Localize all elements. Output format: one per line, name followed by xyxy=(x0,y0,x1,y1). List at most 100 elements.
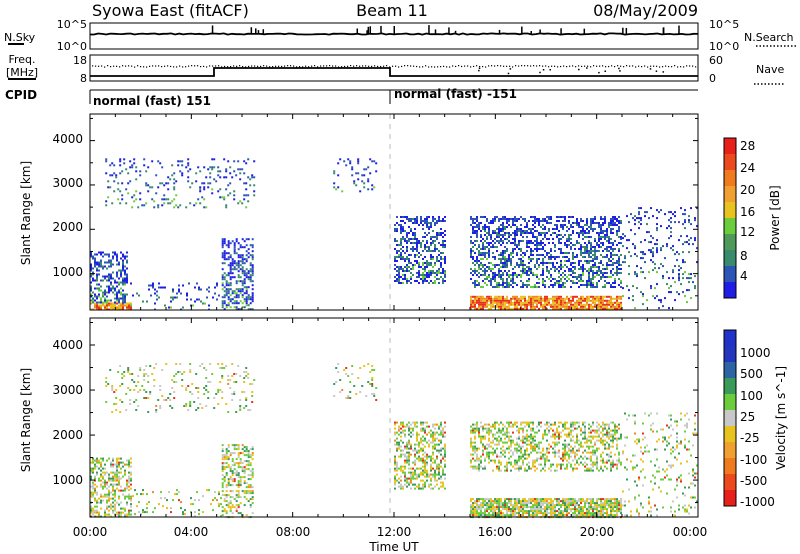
nave-dot xyxy=(278,65,280,67)
echo-cell xyxy=(205,389,208,391)
echo-cell xyxy=(504,307,506,310)
echo-cell xyxy=(558,303,560,306)
echo-cell xyxy=(106,483,108,486)
nave-dot xyxy=(299,66,301,68)
echo-cell xyxy=(438,487,440,490)
echo-cell xyxy=(472,498,474,501)
echo-cell xyxy=(544,236,546,238)
echo-cell xyxy=(422,465,424,468)
echo-cell xyxy=(434,262,436,264)
echo-cell xyxy=(590,218,592,220)
echo-cell xyxy=(119,385,122,387)
echo-cell xyxy=(494,299,496,302)
freq-label-line1: Freq. xyxy=(8,53,35,66)
echo-cell xyxy=(588,232,590,234)
echo-cell xyxy=(572,307,574,310)
echo-cell xyxy=(173,188,176,191)
echo-cell xyxy=(416,473,418,476)
echo-cell xyxy=(602,222,604,224)
echo-cell xyxy=(470,252,472,254)
echo-cell xyxy=(434,218,436,220)
echo-cell xyxy=(90,265,92,268)
echo-cell xyxy=(233,446,236,449)
echo-cell xyxy=(161,204,164,207)
echo-cell xyxy=(102,499,104,502)
echo-cell xyxy=(118,495,120,498)
echo-cell xyxy=(102,457,104,460)
echo-cell xyxy=(231,399,234,401)
nave-dot xyxy=(563,65,565,67)
echo-cell xyxy=(428,455,430,458)
echo-cell xyxy=(178,491,180,494)
echo-cell xyxy=(516,297,518,300)
echo-cell xyxy=(436,274,438,276)
echo-cell xyxy=(243,446,246,449)
echo-cell xyxy=(648,231,650,234)
echo-cell xyxy=(128,306,130,309)
echo-cell xyxy=(131,164,134,167)
echo-cell xyxy=(542,299,544,302)
echo-cell xyxy=(128,509,130,512)
echo-cell xyxy=(129,389,132,391)
echo-cell xyxy=(574,305,576,308)
nave-dot xyxy=(308,66,310,68)
echo-cell xyxy=(502,274,504,276)
echo-cell xyxy=(227,298,230,301)
echo-cell xyxy=(142,300,144,303)
echo-cell xyxy=(131,379,134,381)
echo-cell xyxy=(524,307,526,310)
echo-cell xyxy=(424,459,426,462)
echo-cell xyxy=(584,236,586,238)
echo-cell xyxy=(120,257,122,260)
echo-cell xyxy=(251,292,254,295)
echo-cell xyxy=(132,294,134,297)
echo-cell xyxy=(552,264,554,266)
echo-cell xyxy=(522,256,524,258)
echo-cell xyxy=(408,262,410,264)
echo-cell xyxy=(490,297,492,300)
echo-cell xyxy=(400,216,402,218)
echo-cell xyxy=(590,220,592,222)
echo-cell xyxy=(474,307,476,310)
echo-cell xyxy=(247,468,250,471)
echo-cell xyxy=(398,272,400,274)
echo-cell xyxy=(398,455,400,458)
echo-cell xyxy=(660,225,662,228)
echo-cell xyxy=(245,162,248,165)
echo-cell xyxy=(114,493,116,496)
echo-cell xyxy=(492,286,494,288)
power-cbar-tick-4: 4 xyxy=(740,269,748,283)
echo-cell xyxy=(122,461,124,464)
echo-cell xyxy=(187,385,190,387)
echo-cell xyxy=(223,476,226,479)
echo-cell xyxy=(502,266,504,268)
echo-cell xyxy=(227,446,230,449)
echo-cell xyxy=(678,239,680,242)
echo-cell xyxy=(680,207,682,210)
echo-cell xyxy=(606,240,608,242)
echo-cell xyxy=(596,286,598,288)
echo-cell xyxy=(241,282,244,285)
echo-cell xyxy=(118,463,120,466)
echo-cell xyxy=(442,471,444,474)
echo-cell xyxy=(229,262,232,265)
echo-cell xyxy=(424,218,426,220)
echo-cell xyxy=(355,393,358,395)
echo-cell xyxy=(400,242,402,244)
echo-cell xyxy=(125,168,128,171)
echo-cell xyxy=(363,182,366,185)
echo-cell xyxy=(632,299,634,302)
echo-cell xyxy=(668,237,670,240)
echo-cell xyxy=(562,303,564,306)
echo-cell xyxy=(128,459,130,462)
echo-cell xyxy=(181,385,184,387)
echo-cell xyxy=(474,272,476,274)
echo-cell xyxy=(416,425,418,428)
echo-cell xyxy=(167,397,170,399)
echo-cell xyxy=(588,252,590,254)
echo-cell xyxy=(498,303,500,306)
echo-cell xyxy=(398,467,400,470)
echo-cell xyxy=(498,282,500,284)
echo-cell xyxy=(394,228,396,230)
echo-cell xyxy=(100,301,102,304)
